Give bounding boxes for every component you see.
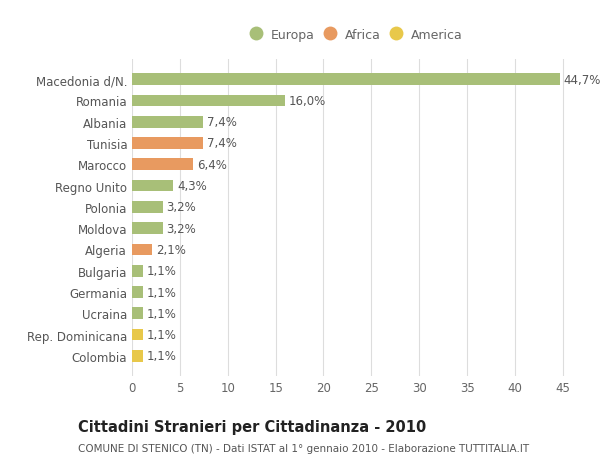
Bar [132,350,143,362]
Bar [132,223,163,235]
Text: 3,2%: 3,2% [166,201,196,214]
Bar [132,117,203,128]
Bar [132,202,163,213]
Text: COMUNE DI STENICO (TN) - Dati ISTAT al 1° gennaio 2010 - Elaborazione TUTTITALIA: COMUNE DI STENICO (TN) - Dati ISTAT al 1… [78,443,529,453]
Bar [132,308,143,319]
Text: 4,3%: 4,3% [177,179,207,193]
Bar [132,138,203,150]
Text: 6,4%: 6,4% [197,158,227,171]
Text: 1,1%: 1,1% [146,328,176,341]
Text: 16,0%: 16,0% [289,95,326,108]
Bar [132,180,173,192]
Bar [132,244,152,256]
Text: 1,1%: 1,1% [146,286,176,299]
Bar [132,286,143,298]
Legend: Europa, Africa, America: Europa, Africa, America [248,25,467,45]
Text: 1,1%: 1,1% [146,307,176,320]
Bar [132,329,143,341]
Text: 44,7%: 44,7% [564,73,600,86]
Bar [132,95,285,107]
Text: 7,4%: 7,4% [206,116,236,129]
Text: Cittadini Stranieri per Cittadinanza - 2010: Cittadini Stranieri per Cittadinanza - 2… [78,419,426,434]
Bar [132,74,560,86]
Bar [132,159,193,171]
Text: 1,1%: 1,1% [146,350,176,363]
Text: 7,4%: 7,4% [206,137,236,150]
Bar [132,265,143,277]
Text: 2,1%: 2,1% [156,243,186,257]
Text: 1,1%: 1,1% [146,265,176,278]
Text: 3,2%: 3,2% [166,222,196,235]
